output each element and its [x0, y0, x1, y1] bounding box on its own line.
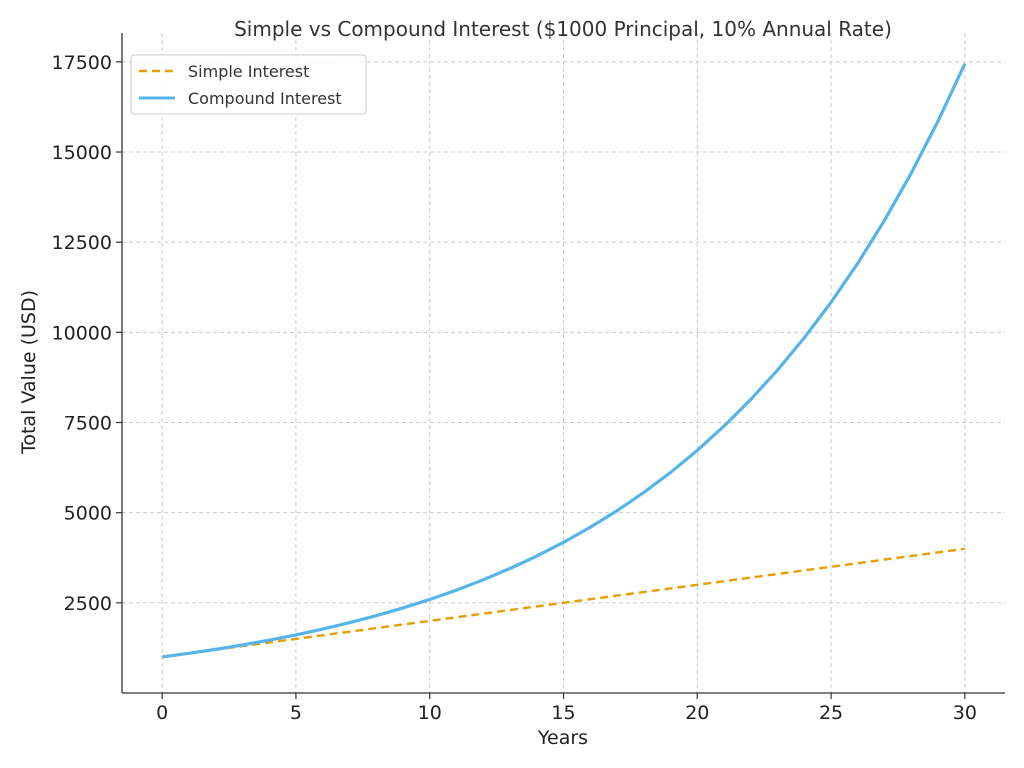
x-tick-label: 5: [290, 702, 302, 724]
x-axis-label: Years: [537, 727, 588, 749]
y-axis-label: Total Value (USD): [18, 290, 40, 455]
legend-box: [130, 54, 367, 115]
y-tick-label: 7500: [64, 413, 112, 435]
x-tick-label: 15: [551, 702, 575, 724]
y-tick-label: 12500: [52, 232, 112, 254]
tick-labels: 0 5 10 15 20 25 30 2500 5000 7500 10000 12500 15000 1…: [52, 52, 977, 724]
y-tick-label: 10000: [52, 322, 112, 344]
series-lines: [161, 63, 967, 659]
y-tick-label: 15000: [52, 142, 112, 164]
y-tick-label: 17500: [52, 52, 112, 74]
series-line-simple-interest: [161, 547, 966, 659]
chart-title: Simple vs Compound Interest ($1000 Princ…: [234, 17, 892, 41]
grid: [122, 33, 1005, 693]
legend: Simple Interest Compound Interest: [130, 54, 367, 115]
x-tick-label: 10: [418, 702, 442, 724]
legend-label-simple-interest: Simple Interest: [188, 62, 309, 81]
x-tick-label: 25: [819, 702, 843, 724]
y-tick-label: 2500: [64, 593, 112, 615]
legend-label-compound-interest: Compound Interest: [188, 89, 342, 108]
series-line-compound-interest: [161, 63, 967, 659]
x-tick-label: 20: [685, 702, 709, 724]
x-tick-label: 30: [953, 702, 977, 724]
x-tick-label: 0: [156, 702, 168, 724]
y-tick-label: 5000: [64, 503, 112, 525]
